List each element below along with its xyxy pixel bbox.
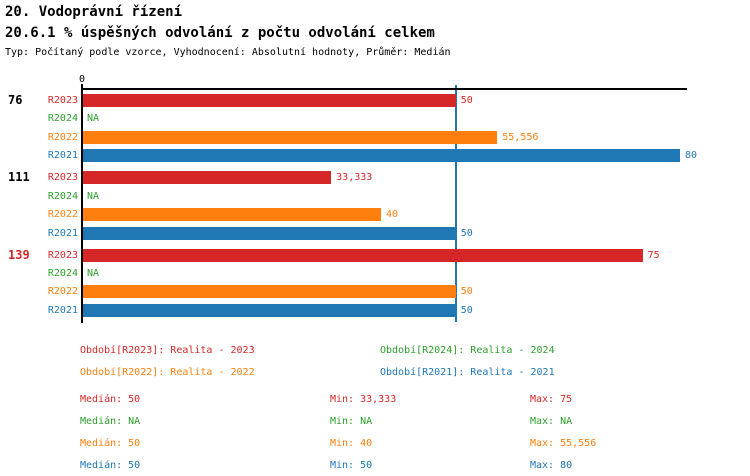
bar-value-label: 40 [386, 209, 399, 221]
stat-min-R2023: Min: 33,333 [330, 394, 397, 405]
stat-min-R2021: Min: 50 [330, 460, 373, 471]
chart-meta-line: Typ: Počítaný podle vzorce, Vyhodnocení:… [5, 47, 451, 58]
row-label-R2024: R2024 [47, 190, 78, 202]
stat-median-R2021: Medián: 50 [80, 460, 141, 471]
row-label-R2022: R2022 [47, 209, 78, 221]
bar-value-label: 80 [685, 150, 698, 162]
median-marker-line [454, 85, 457, 322]
row-label-R2022: R2022 [47, 131, 78, 143]
bar-value-label: 55,556 [502, 131, 539, 143]
bar-value-label: NA [87, 113, 100, 125]
legend-item-R2024: Období[R2024]: Realita - 2024 [380, 345, 555, 356]
x-axis-line [81, 88, 687, 90]
row-label-R2024: R2024 [47, 113, 78, 125]
stat-median-R2023: Medián: 50 [80, 394, 141, 405]
row-label-R2021: R2021 [47, 304, 78, 316]
stat-max-R2022: Max: 55,556 [530, 438, 597, 449]
group-label-139: 139 [8, 247, 30, 262]
bar-value-label: NA [87, 190, 100, 202]
row-label-R2024: R2024 [47, 268, 78, 279]
bar-value-label: 75 [647, 249, 660, 261]
bar-value-label: 50 [460, 95, 473, 106]
bar-value-label: 50 [460, 286, 473, 298]
bar-R2021 [82, 303, 456, 317]
group-label-111: 111 [8, 170, 30, 185]
plot-area: 0 76 R2023 50 R2024 NA R2022 55,556 R2021 80 111 R2… [8, 74, 698, 323]
bar-R2023 [82, 171, 332, 185]
bar-R2023 [82, 248, 643, 262]
bar-R2022 [82, 285, 456, 299]
stat-median-R2022: Medián: 50 [80, 438, 141, 449]
row-label-R2021: R2021 [47, 227, 78, 239]
row-label-R2022: R2022 [47, 286, 78, 298]
row-label-R2021: R2021 [47, 150, 78, 162]
legend-item-R2022: Období[R2022]: Realita - 2022 [80, 367, 255, 378]
bar-R2021 [82, 149, 680, 163]
bar-R2023 [82, 94, 456, 107]
bar-value-label: 50 [460, 227, 473, 239]
chart-subtitle: 20.6.1 % úspěšných odvolání z počtu odvo… [5, 25, 435, 41]
stat-max-R2023: Max: 75 [530, 394, 573, 405]
stat-median-R2024: Medián: NA [80, 416, 141, 427]
stat-max-R2021: Max: 80 [530, 460, 573, 471]
stat-max-R2024: Max: NA [530, 416, 573, 427]
group-label-76: 76 [8, 93, 23, 107]
chart-title: 20. Vodoprávní řízení [5, 4, 183, 20]
x-axis-zero-label: 0 [78, 74, 86, 85]
bar-value-label: 33,333 [336, 172, 373, 184]
y-axis-line [81, 84, 83, 323]
bar-R2022 [82, 130, 498, 144]
legend-item-R2021: Období[R2021]: Realita - 2021 [380, 367, 555, 378]
bar-R2021 [82, 226, 456, 240]
bar-value-label: 50 [460, 304, 473, 316]
stat-min-R2022: Min: 40 [330, 438, 373, 449]
bar-value-label: NA [87, 268, 100, 279]
row-label-R2023: R2023 [47, 172, 78, 184]
legend-item-R2023: Období[R2023]: Realita - 2023 [80, 345, 255, 356]
row-label-R2023: R2023 [47, 249, 78, 261]
stat-min-R2024: Min: NA [330, 416, 373, 427]
row-label-R2023: R2023 [47, 95, 78, 106]
bar-R2022 [82, 208, 381, 222]
